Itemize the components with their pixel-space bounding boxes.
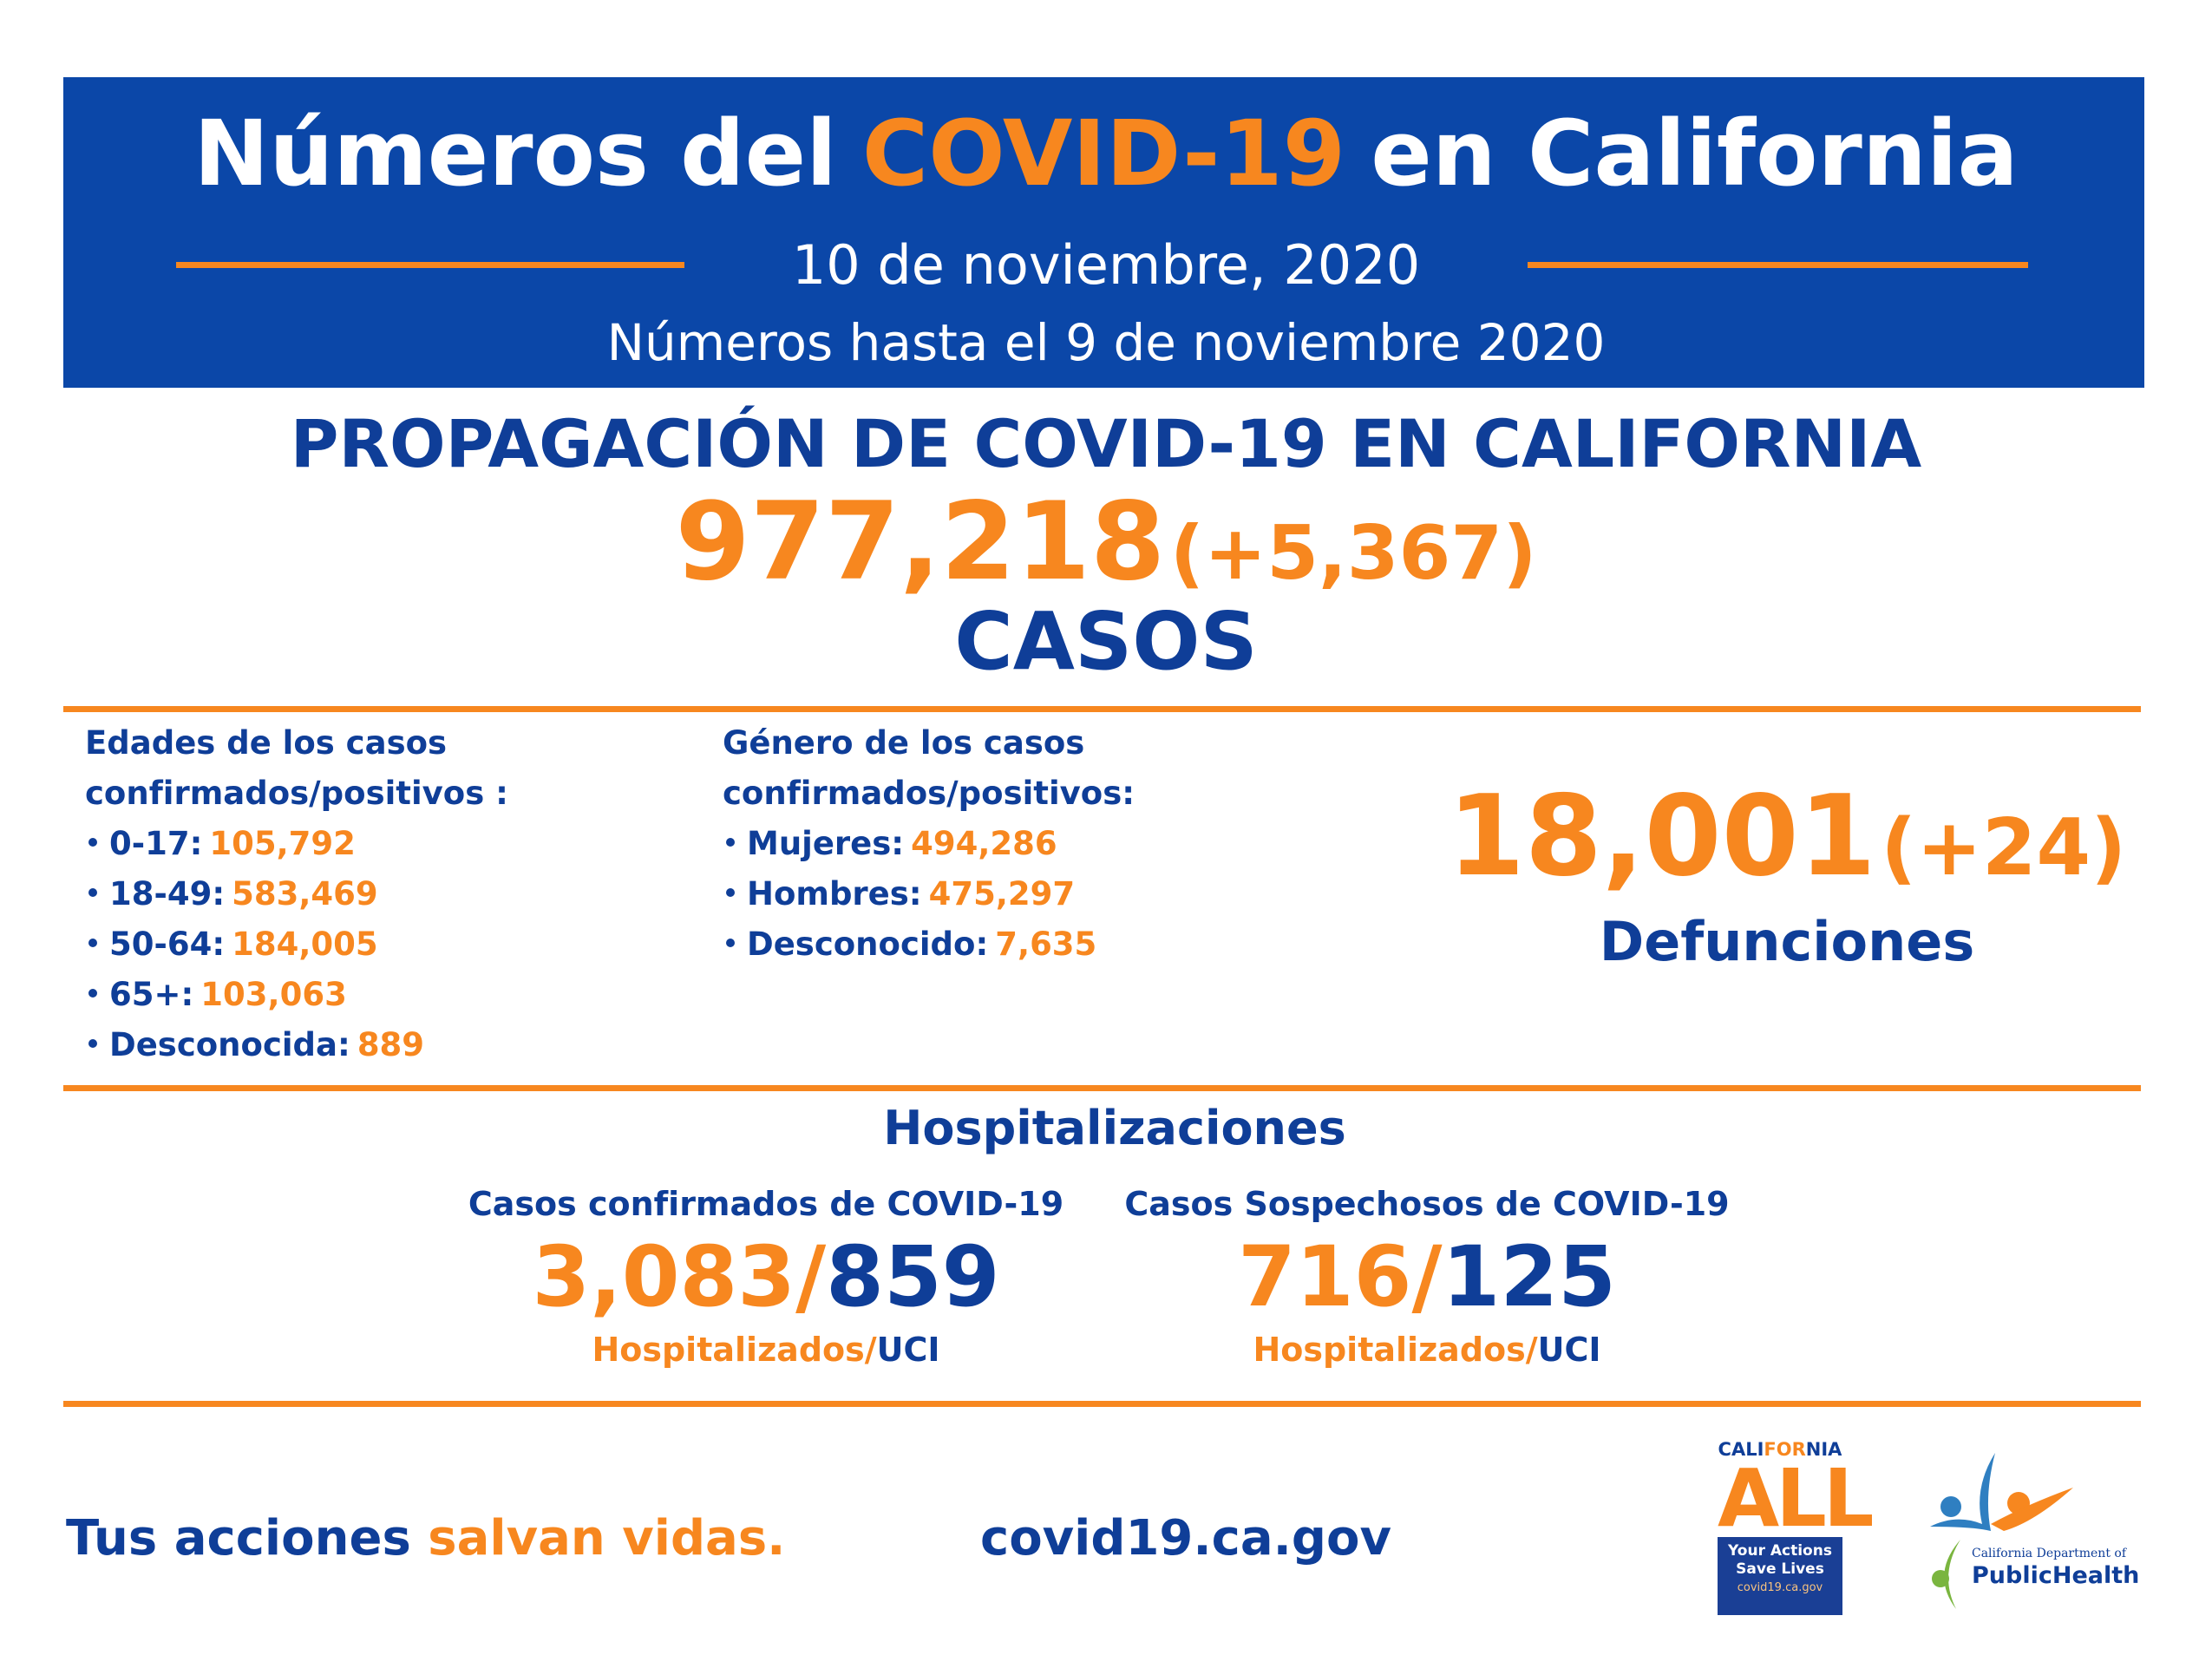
- separator: /: [795, 1228, 827, 1325]
- title: Números del COVID-19 en California: [0, 97, 2212, 210]
- logo-box: Your Actions Save Lives covid19.ca.gov: [1718, 1537, 1842, 1615]
- tagline-highlight: salvan vidas.: [428, 1510, 786, 1567]
- heading-line: confirmados/positivos :: [85, 775, 508, 812]
- header-banner: [63, 77, 2144, 388]
- ages-list: 0-17: 105,792 18-49: 583,469 50-64: 184,005 65…: [85, 819, 424, 1070]
- tagline: Tus acciones salvan vidas.: [66, 1509, 785, 1568]
- deaths-total: 18,001: [1447, 772, 1876, 901]
- divider-line: [176, 262, 684, 268]
- deaths-line: 18,001 (+24): [1388, 781, 2186, 926]
- emblem-figure: [1944, 1540, 1960, 1609]
- list-item: Mujeres: 494,286: [723, 819, 1096, 869]
- heading-line: Edades de los casos: [85, 724, 448, 762]
- hospitalizations-title: Hospitalizaciones: [883, 1101, 1346, 1155]
- logo-text: NIA: [1805, 1439, 1842, 1460]
- group-numbers: 716/125: [993, 1228, 1861, 1325]
- separator: /: [1411, 1228, 1443, 1325]
- group-numbers: 3,083/859: [332, 1228, 1200, 1325]
- deaths-label: Defunciones: [1599, 910, 1975, 973]
- item-value: 103,063: [200, 976, 347, 1013]
- cases-line: 977,218 (+5,367): [0, 486, 2212, 631]
- title-highlight: COVID-19: [861, 101, 1346, 206]
- list-item: 0-17: 105,792: [85, 819, 424, 869]
- hospitalized-count: 3,083: [532, 1228, 796, 1325]
- item-label: Hombres:: [747, 875, 922, 913]
- logo-text: covid19.ca.gov: [1737, 1581, 1823, 1594]
- item-value: 583,469: [232, 875, 378, 913]
- separator: /: [864, 1331, 877, 1369]
- hospitalization-group: Casos confirmados de COVID-19 3,083/859 Ho…: [332, 1180, 1200, 1374]
- separator: /: [1525, 1331, 1538, 1369]
- list-item: Desconocido: 7,635: [723, 919, 1096, 970]
- website: covid19.ca.gov: [980, 1510, 1391, 1567]
- logo-big: ALL: [1718, 1452, 1874, 1545]
- item-label: Desconocida:: [109, 1026, 350, 1063]
- icu-label: UCI: [876, 1331, 940, 1369]
- hospitalization-group: Casos Sospechosos de COVID-19 716/125 Hosp…: [993, 1180, 1861, 1374]
- hospitalized-label: Hospitalizados: [1253, 1331, 1526, 1369]
- logo-text: Save Lives: [1736, 1560, 1824, 1578]
- list-item: Desconocida: 889: [85, 1020, 424, 1070]
- emblem-figure: [1991, 1488, 2073, 1531]
- deaths-change: (+24): [1881, 802, 2127, 893]
- divider-line: [63, 1401, 2141, 1407]
- group-units: Hospitalizados/UCI: [993, 1325, 1861, 1374]
- cdph-text: PublicHealth: [1972, 1562, 2140, 1589]
- divider-line: [63, 1085, 2141, 1091]
- heading-line: Género de los casos: [723, 724, 1085, 762]
- california-all-logo: CALIFORNIA ALL Your Actions Save Lives c…: [1718, 1438, 1874, 1615]
- spread-heading: PROPAGACIÓN DE COVID-19 EN CALIFORNIA: [290, 405, 1922, 482]
- emblem-head: [1940, 1496, 1961, 1517]
- gender-list: Mujeres: 494,286 Hombres: 475,297 Desconocid…: [723, 819, 1096, 970]
- item-value: 494,286: [911, 825, 1057, 862]
- cases-label: CASOS: [954, 595, 1258, 688]
- item-label: 50-64:: [109, 926, 226, 963]
- item-value: 184,005: [232, 926, 378, 963]
- cdph-text: California Department of: [1972, 1547, 2127, 1560]
- hospitalized-count: 716: [1238, 1228, 1412, 1325]
- item-label: 65+:: [109, 976, 194, 1013]
- list-item: 18-49: 583,469: [85, 869, 424, 919]
- gender-heading: Género de los casos confirmados/positivo…: [723, 718, 1135, 819]
- group-label: Casos confirmados de COVID-19: [468, 1185, 1064, 1223]
- ages-heading: Edades de los casos confirmados/positivo…: [85, 718, 508, 819]
- logo-text: FOR: [1764, 1439, 1806, 1460]
- group-units: Hospitalizados/UCI: [332, 1325, 1200, 1374]
- cases-total: 977,218: [675, 480, 1166, 605]
- logo-top: CALIFORNIA: [1718, 1438, 1842, 1461]
- icu-count: 859: [826, 1228, 1000, 1325]
- logo-text: CALI: [1718, 1439, 1764, 1460]
- tagline-part: Tus acciones: [66, 1510, 411, 1567]
- emblem-figure: [1930, 1453, 1995, 1531]
- cases-change: (+5,367): [1169, 510, 1537, 597]
- item-value: 889: [357, 1026, 425, 1063]
- divider-line: [63, 706, 2141, 712]
- hospitalized-label: Hospitalizados: [592, 1331, 865, 1369]
- cdph-emblem: [1930, 1453, 2073, 1609]
- item-value: 105,792: [209, 825, 356, 862]
- icu-label: UCI: [1537, 1331, 1601, 1369]
- list-item: 50-64: 184,005: [85, 919, 424, 970]
- as-of-date: Números hasta el 9 de noviembre 2020: [606, 313, 1606, 372]
- date: 10 de noviembre, 2020: [791, 233, 1421, 297]
- title-part: en California: [1371, 101, 2019, 206]
- icu-count: 125: [1442, 1228, 1616, 1325]
- item-label: Desconocido:: [747, 926, 989, 963]
- title-part: Números del: [193, 101, 837, 206]
- divider-line: [1528, 262, 2028, 268]
- heading-line: confirmados/positivos:: [723, 775, 1135, 812]
- logo-text: Your Actions: [1728, 1542, 1832, 1560]
- list-item: Hombres: 475,297: [723, 869, 1096, 919]
- item-label: Mujeres:: [747, 825, 905, 862]
- group-label: Casos Sospechosos de COVID-19: [1124, 1185, 1730, 1223]
- item-label: 0-17:: [109, 825, 203, 862]
- item-label: 18-49:: [109, 875, 226, 913]
- item-value: 475,297: [928, 875, 1076, 913]
- item-value: 7,635: [995, 926, 1097, 963]
- list-item: 65+: 103,063: [85, 970, 424, 1020]
- cdph-logo: California Department of PublicHealth: [1921, 1444, 2147, 1618]
